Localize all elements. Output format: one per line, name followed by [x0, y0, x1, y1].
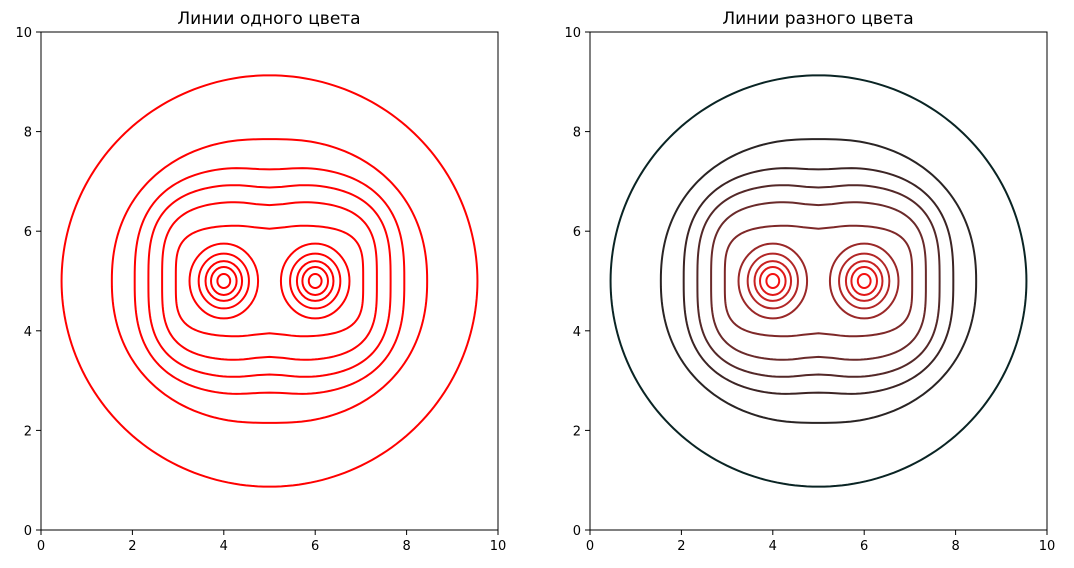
- contour-line: [737, 242, 809, 320]
- contour-line: [307, 273, 323, 289]
- contour-line: [210, 266, 238, 296]
- contour-line: [753, 260, 793, 302]
- contour-line: [204, 260, 244, 302]
- x-tick-label: 8: [402, 539, 410, 554]
- y-tick-label: 6: [24, 225, 32, 240]
- contour-line: [188, 242, 260, 320]
- y-tick-label: 4: [573, 325, 581, 340]
- axes-frame: [40, 31, 499, 531]
- y-tick-label: 4: [24, 325, 32, 340]
- x-tick-layer: 0 2 4 6 8 10: [37, 530, 506, 554]
- y-tick-label: 0: [573, 524, 581, 539]
- y-tick-label: 10: [564, 26, 581, 41]
- contour-line: [696, 184, 941, 378]
- y-tick-label: 6: [573, 225, 581, 240]
- contour-line: [856, 273, 872, 289]
- panel-right: Линии разного цвета 0 2 4 6 8 10 0 2 4 6 8 10: [564, 9, 1055, 554]
- x-tick-label: 4: [769, 539, 777, 554]
- axes-frame: [589, 31, 1048, 531]
- contour-line: [174, 224, 365, 338]
- contour-line: [295, 260, 335, 302]
- contour-line: [765, 273, 781, 289]
- contour-line: [60, 74, 479, 488]
- y-tick-label: 2: [573, 424, 581, 439]
- panel-title: Линии одного цвета: [177, 9, 360, 29]
- panel-left: Линии одного цвета 0 2 4 6 8 10 0 2 4 6 8 10: [15, 9, 506, 554]
- y-tick-layer: 0 2 4 6 8 10: [564, 26, 590, 539]
- contour-line: [289, 252, 342, 310]
- contour-line: [110, 138, 429, 424]
- contour-line: [216, 273, 232, 289]
- x-tick-layer: 0 2 4 6 8 10: [586, 530, 1055, 554]
- contour-line: [710, 201, 927, 361]
- y-tick-label: 2: [24, 424, 32, 439]
- contour-line: [828, 242, 900, 320]
- contour-line: [682, 167, 955, 395]
- contour-line: [279, 242, 351, 320]
- x-tick-label: 6: [860, 539, 868, 554]
- x-tick-label: 6: [311, 539, 319, 554]
- y-tick-layer: 0 2 4 6 8 10: [15, 26, 41, 539]
- contour-line: [838, 252, 891, 310]
- contour-layer: [609, 74, 1028, 488]
- contour-line: [609, 74, 1028, 488]
- x-tick-label: 0: [586, 539, 594, 554]
- x-tick-label: 8: [951, 539, 959, 554]
- contour-line: [161, 201, 378, 361]
- panel-title: Линии разного цвета: [722, 9, 913, 29]
- x-tick-label: 10: [1039, 539, 1056, 554]
- y-tick-label: 10: [15, 26, 32, 41]
- y-tick-label: 8: [573, 126, 581, 141]
- contour-line: [133, 167, 406, 395]
- contour-line: [723, 224, 914, 338]
- y-tick-label: 8: [24, 126, 32, 141]
- contour-line: [746, 252, 799, 310]
- contour-line: [850, 266, 878, 296]
- contour-line: [844, 260, 884, 302]
- y-tick-label: 0: [24, 524, 32, 539]
- x-tick-label: 2: [128, 539, 136, 554]
- contour-line: [759, 266, 787, 296]
- x-tick-label: 4: [220, 539, 228, 554]
- contour-line: [147, 184, 392, 378]
- contour-line: [197, 252, 250, 310]
- x-tick-label: 0: [37, 539, 45, 554]
- x-tick-label: 2: [677, 539, 685, 554]
- x-tick-label: 10: [490, 539, 507, 554]
- contour-line: [301, 266, 329, 296]
- contour-layer: [60, 74, 479, 488]
- contour-line: [659, 138, 978, 424]
